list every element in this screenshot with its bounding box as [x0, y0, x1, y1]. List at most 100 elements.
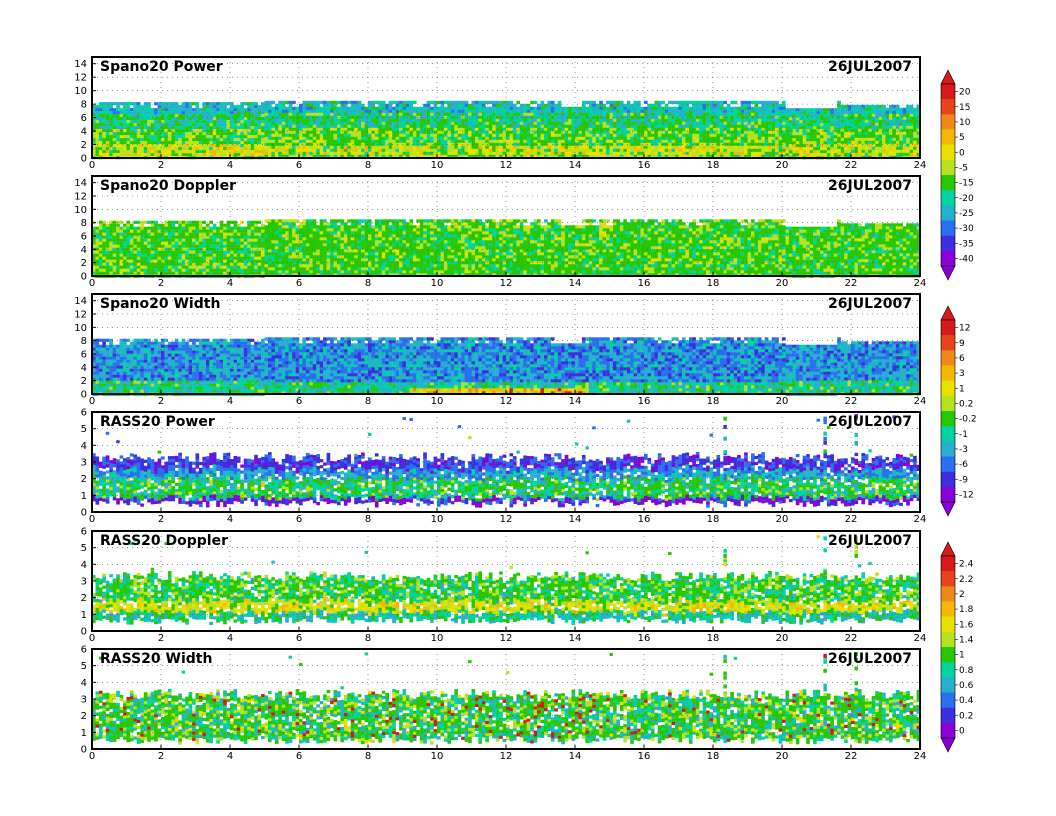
- x-tick-label: 22: [845, 396, 858, 407]
- colorbar-label: -5: [959, 163, 968, 173]
- x-tick-label: 10: [431, 278, 444, 289]
- colorbar-bottom-arrow: [940, 501, 956, 517]
- x-tick-label: 10: [431, 751, 444, 762]
- colorbar-swatch: [941, 99, 955, 115]
- x-tick-label: 24: [914, 396, 927, 407]
- colorbar-swatch: [941, 411, 955, 427]
- y-tick-label: 6: [81, 408, 87, 419]
- x-tick-label: 18: [707, 751, 720, 762]
- colorbar-swatch: [941, 707, 955, 724]
- colorbar-swatch: [941, 235, 955, 252]
- y-tick-label: 10: [74, 86, 87, 97]
- x-tick-label: 12: [500, 751, 513, 762]
- y-tick-label: 14: [74, 59, 87, 70]
- colorbar-swatch: [941, 175, 955, 191]
- colorbar-swatch: [941, 586, 955, 602]
- y-tick-label: 0: [81, 390, 87, 401]
- y-tick-label: 6: [81, 645, 87, 656]
- panel-title: RASS20 Width: [100, 651, 212, 667]
- y-tick-label: 0: [81, 745, 87, 756]
- colorbar-label: -0.2: [959, 415, 977, 425]
- y-tick-label: 4: [81, 678, 87, 689]
- x-tick-label: 10: [431, 160, 444, 171]
- colorbar-label: 1.8: [959, 605, 974, 615]
- y-tick-label: 0: [81, 508, 87, 519]
- colorbar-label: -1: [959, 430, 968, 440]
- y-tick-label: 6: [81, 350, 87, 361]
- data-field: [92, 219, 921, 278]
- colorbar-label: 0.2: [959, 711, 973, 721]
- x-tick-label: 6: [296, 278, 302, 289]
- x-tick-label: 24: [914, 160, 927, 171]
- panel-title: Spano20 Doppler: [100, 178, 236, 194]
- y-tick-label: 5: [81, 424, 87, 435]
- x-tick-label: 6: [296, 751, 302, 762]
- x-tick-label: 4: [227, 160, 233, 171]
- x-tick-label: 24: [914, 278, 927, 289]
- colorbar-swatch: [941, 631, 955, 648]
- x-tick-label: 12: [500, 278, 513, 289]
- y-tick-label: 3: [81, 695, 87, 706]
- x-tick-label: 12: [500, 633, 513, 644]
- colorbar-label: 15: [959, 103, 970, 113]
- y-tick-label: 6: [81, 113, 87, 124]
- x-tick-label: 14: [569, 160, 582, 171]
- x-tick-label: 22: [845, 278, 858, 289]
- grid: [92, 412, 920, 512]
- colorbar: 20 15 10 5 0 -5 -15 -20 -25 -30 -35 -40: [940, 69, 974, 281]
- colorbar-top-arrow: [940, 305, 956, 321]
- y-tick-label: 2: [81, 474, 87, 485]
- x-tick-label: 4: [227, 751, 233, 762]
- y-tick-label: 5: [81, 543, 87, 554]
- y-tick-label: 0: [81, 627, 87, 638]
- x-tick-label: 4: [227, 278, 233, 289]
- y-tick-label: 2: [81, 593, 87, 604]
- colorbar-swatch: [941, 350, 955, 366]
- colorbar-swatch: [941, 647, 955, 663]
- panel-date: 26JUL2007: [828, 414, 912, 430]
- colorbar-swatch: [941, 662, 955, 678]
- x-tick-label: 2: [158, 514, 164, 525]
- colorbar-label: 3: [959, 369, 965, 379]
- x-tick-label: 12: [500, 396, 513, 407]
- y-tick-label: 5: [81, 661, 87, 672]
- colorbar-swatch: [941, 190, 955, 206]
- x-tick-label: 14: [569, 633, 582, 644]
- x-tick-label: 20: [776, 396, 789, 407]
- colorbar-bottom-arrow: [940, 737, 956, 753]
- x-tick-label: 16: [638, 514, 651, 525]
- colorbar-swatch: [941, 129, 955, 145]
- data-field: [92, 535, 921, 625]
- panel-title: Spano20 Width: [100, 296, 220, 312]
- colorbar-swatch: [941, 426, 955, 442]
- colorbar-label: 0: [959, 726, 965, 736]
- x-tick-label: 0: [89, 633, 95, 644]
- colorbar-swatch: [941, 380, 955, 397]
- x-tick-label: 4: [227, 514, 233, 525]
- x-tick-label: 8: [365, 160, 371, 171]
- colorbar-top-arrow: [940, 541, 956, 557]
- colorbar-swatch: [941, 335, 955, 351]
- x-tick-label: 18: [707, 160, 720, 171]
- panel-date: 26JUL2007: [828, 296, 912, 312]
- colorbar-label: 1.6: [959, 620, 974, 630]
- x-tick-label: 8: [365, 751, 371, 762]
- colorbar-swatch: [941, 722, 955, 739]
- panel-title: Spano20 Power: [100, 59, 223, 75]
- colorbar-label: 0.8: [959, 666, 974, 676]
- y-tick-label: 2: [81, 140, 87, 151]
- colorbar-label: 1: [959, 651, 965, 661]
- x-tick-label: 22: [845, 160, 858, 171]
- y-tick-label: 12: [74, 192, 87, 203]
- y-tick-label: 12: [74, 310, 87, 321]
- x-tick-label: 8: [365, 278, 371, 289]
- x-tick-label: 14: [569, 514, 582, 525]
- colorbar-label: -25: [959, 209, 974, 219]
- colorbar-swatch: [941, 250, 955, 267]
- y-tick-label: 3: [81, 577, 87, 588]
- x-tick-label: 20: [776, 278, 789, 289]
- x-tick-label: 22: [845, 514, 858, 525]
